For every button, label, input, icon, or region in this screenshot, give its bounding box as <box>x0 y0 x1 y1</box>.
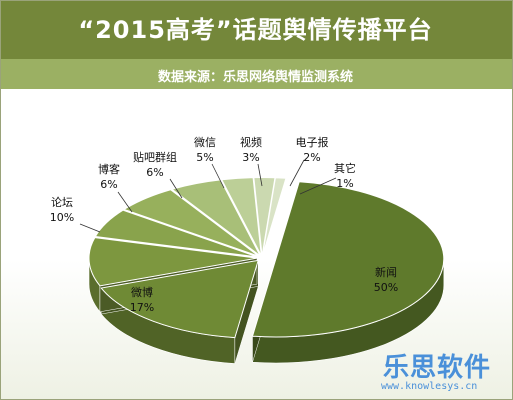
pie-slice-3 <box>94 209 258 258</box>
slice-percent: 6% <box>146 166 163 179</box>
chart-subtitle: 数据来源：乐思网络舆情监测系统 <box>157 70 353 85</box>
slice-percent: 5% <box>196 151 213 164</box>
slice-percent: 50% <box>374 281 398 294</box>
slice-percent: 1% <box>336 177 353 190</box>
leader-line <box>257 163 263 187</box>
leader-line <box>79 223 101 233</box>
slice-percent: 6% <box>100 178 117 191</box>
slice-percent: 17% <box>130 301 154 314</box>
slice-label: 微博 <box>131 285 153 299</box>
chart-title: “2015高考”话题舆情传播平台 <box>78 16 433 44</box>
pie-slice-1 <box>100 259 259 339</box>
pie-slice-2 <box>88 237 258 287</box>
slice-label: 论坛 <box>51 195 73 209</box>
pie-slice-6 <box>221 177 262 256</box>
slice-label: 新闻 <box>375 265 397 279</box>
slice-label: 视频 <box>240 135 262 149</box>
leader-line <box>299 177 337 195</box>
pie-labels: 新闻 50% 微博 17% 论坛 10% 博客 6% 贴吧群组 6% 微信 5% 视频 3% 电子报 2% 其它… <box>50 135 398 314</box>
watermark-brand: 乐思软件 <box>383 353 492 383</box>
slice-label: 电子报 <box>296 135 329 149</box>
pie-slice-8 <box>262 177 287 256</box>
leader-line <box>169 178 183 199</box>
slice-percent: 3% <box>242 151 259 164</box>
watermark-url: www.knowlesys.cn <box>381 381 478 392</box>
slice-label: 贴吧群组 <box>133 150 177 164</box>
slice-label: 微信 <box>194 135 216 149</box>
title-band <box>1 1 512 59</box>
subtitle-band <box>1 59 512 89</box>
pie-slice-4 <box>122 189 259 257</box>
pie-slice-5 <box>170 179 261 257</box>
slice-label: 博客 <box>98 162 120 176</box>
leader-line <box>211 163 225 189</box>
pie-tops <box>88 177 445 339</box>
slice-percent: 2% <box>303 151 320 164</box>
slice-percent: 10% <box>50 211 74 224</box>
leader-line <box>117 191 133 213</box>
pie-slice-0 <box>251 181 445 338</box>
leader-line <box>289 159 305 187</box>
slice-label: 其它 <box>334 161 356 175</box>
